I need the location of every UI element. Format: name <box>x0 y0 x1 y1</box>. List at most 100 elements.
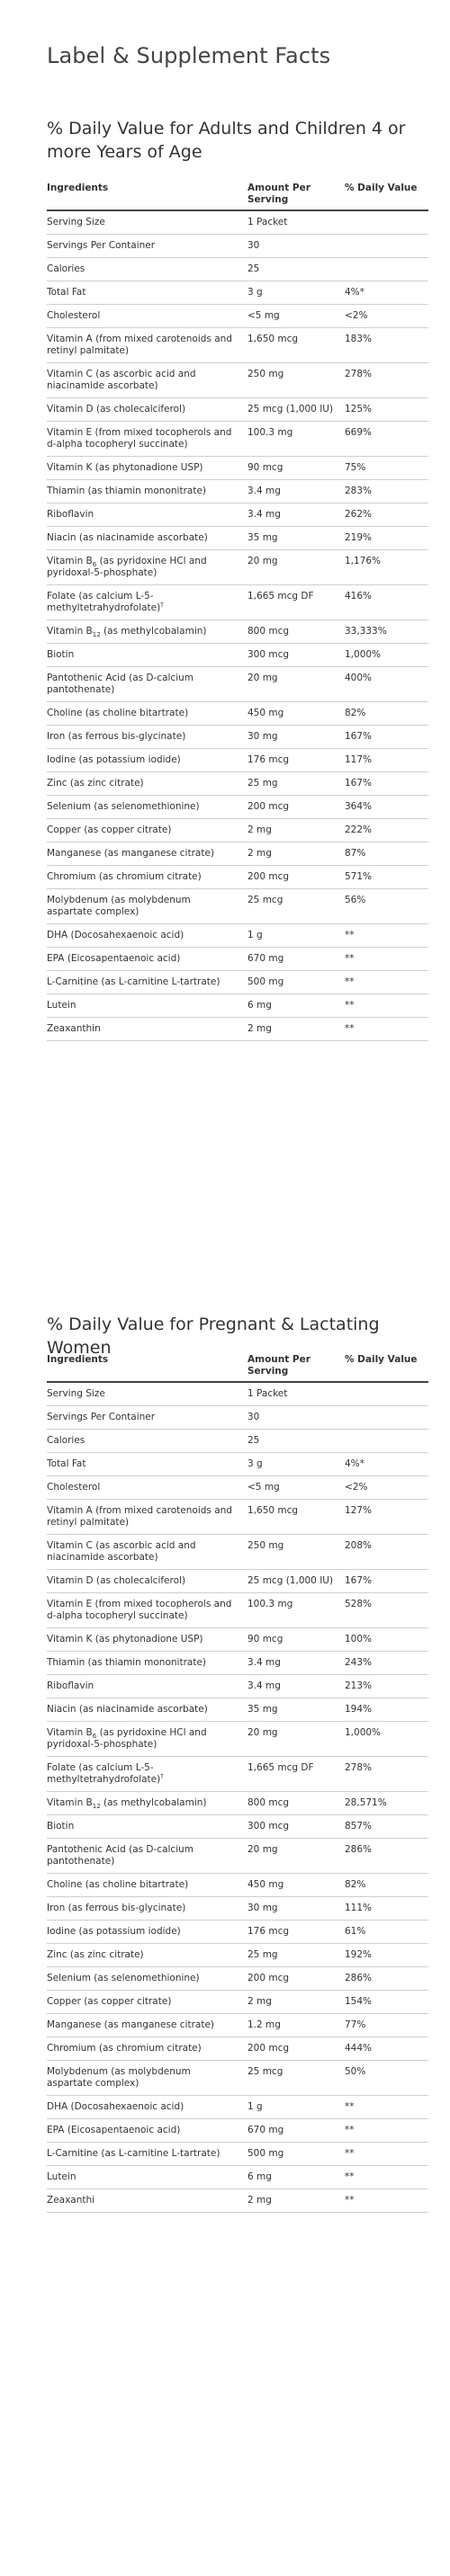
daily-value: 87% <box>345 848 366 859</box>
ingredient-name: Pantothenic Acid (as D-calcium pantothen… <box>47 1844 194 1867</box>
ingredient-name: L-Carnitine (as L-carnitine L-tartrate) <box>47 976 220 987</box>
amount-per-serving: 20 mg <box>248 556 278 566</box>
table-row: Iron (as ferrous bis-glycinate) 30 mg 111% <box>47 1897 428 1921</box>
table-row: L-Carnitine (as L-carnitine L-tartrate) 5… <box>47 2143 428 2166</box>
daily-value: 364% <box>345 801 373 812</box>
ingredient-name: DHA (Docosahexaenoic acid) <box>47 2101 184 2112</box>
table-row: Choline (as choline bitartrate) 450 mg 82% <box>47 702 428 726</box>
amount-per-serving: 1 Packet <box>248 1388 288 1399</box>
daily-value: 192% <box>345 1949 373 1960</box>
amount-per-serving: 30 <box>248 1412 260 1422</box>
amount-per-serving: 25 mcg <box>248 2066 284 2077</box>
amount-per-serving: 100.3 mg <box>248 427 293 438</box>
ingredient-name: Vitamin B12 (as methylcobalamin) <box>47 626 207 639</box>
amount-per-serving: 500 mg <box>248 976 284 987</box>
ingredient-name: DHA (Docosahexaenoic acid) <box>47 930 184 940</box>
daily-value <box>345 1383 426 1394</box>
table-row: Pantothenic Acid (as D-calcium pantothen… <box>47 1839 428 1874</box>
header-ingredients: Ingredients <box>47 1354 109 1365</box>
amount-per-serving: 25 mcg (1,000 IU) <box>248 404 334 414</box>
ingredient-name: Iron (as ferrous bis-glycinate) <box>47 731 186 742</box>
table-row: Servings Per Container 30 <box>47 1406 428 1430</box>
daily-value: ** <box>345 976 355 987</box>
table-row: Vitamin K (as phytonadione USP) 90 mcg 100… <box>47 1628 428 1652</box>
ingredient-name: Total Fat <box>47 287 86 298</box>
table-row: Vitamin C (as ascorbic acid and niacinam… <box>47 363 428 398</box>
table-row: Vitamin A (from mixed carotenoids and re… <box>47 1500 428 1535</box>
daily-value: 1,000% <box>345 649 382 660</box>
table-row: Niacin (as niacinamide ascorbate) 35 mg 21… <box>47 527 428 550</box>
table-row: Manganese (as manganese citrate) 2 mg 87% <box>47 842 428 866</box>
ingredient-name: Total Fat <box>47 1458 86 1469</box>
ingredient-name: Vitamin K (as phytonadione USP) <box>47 462 203 473</box>
amount-per-serving: 450 mg <box>248 708 284 718</box>
daily-value: 50% <box>345 2066 366 2077</box>
amount-per-serving: 200 mcg <box>248 871 290 882</box>
daily-value: 444% <box>345 2043 373 2054</box>
amount-per-serving: 1,650 mcg <box>248 334 299 344</box>
table-row: Iodine (as potassium iodide) 176 mcg 61% <box>47 1921 428 1944</box>
daily-value: 33,333% <box>345 626 387 637</box>
table-row: Folate (as calcium L-5-methyltetrahydrof… <box>47 1757 428 1792</box>
amount-per-serving: 100.3 mg <box>248 1599 293 1609</box>
amount-per-serving: 200 mcg <box>248 801 290 812</box>
table-row: Vitamin D (as cholecalciferol) 25 mcg (1,… <box>47 1570 428 1593</box>
amount-per-serving: 176 mcg <box>248 754 290 765</box>
pregnant-supplement-table: Ingredients Amount Per Serving % Daily V… <box>47 1354 428 2213</box>
daily-value: ** <box>345 2148 355 2159</box>
ingredient-name: Manganese (as manganese citrate) <box>47 2019 215 2030</box>
ingredient-name: Vitamin A (from mixed carotenoids and re… <box>47 334 232 356</box>
ingredient-name: Thiamin (as thiamin mononitrate) <box>47 486 207 496</box>
table-row: Zeaxanthi 2 mg ** <box>47 2189 428 2213</box>
ingredient-name: Vitamin A (from mixed carotenoids and re… <box>47 1505 232 1528</box>
daily-value: ** <box>345 953 355 964</box>
daily-value: 82% <box>345 708 366 718</box>
table-row: DHA (Docosahexaenoic acid) 1 g ** <box>47 2096 428 2119</box>
daily-value: 416% <box>345 591 373 602</box>
table-row: Selenium (as selenomethionine) 200 mcg 286… <box>47 1967 428 1991</box>
daily-value: 1,176% <box>345 556 382 566</box>
daily-value: 286% <box>345 1973 373 1983</box>
daily-value: 243% <box>345 1657 373 1668</box>
daily-value: ** <box>345 2101 355 2112</box>
ingredient-name: Folate (as calcium L-5-methyltetrahydrof… <box>47 591 164 613</box>
daily-value: <2% <box>345 310 368 321</box>
daily-value <box>345 1430 426 1440</box>
daily-value: 111% <box>345 1903 373 1913</box>
table-row: Thiamin (as thiamin mononitrate) 3.4 mg 28… <box>47 480 428 504</box>
daily-value: 571% <box>345 871 373 882</box>
amount-per-serving: 90 mcg <box>248 1634 284 1645</box>
table-row: Biotin 300 mcg 857% <box>47 1815 428 1839</box>
adults-table-title: % Daily Value for Adults and Children 4 … <box>47 119 406 162</box>
amount-per-serving: 300 mcg <box>248 649 290 660</box>
amount-per-serving: 1.2 mg <box>248 2019 281 2030</box>
ingredient-name: Lutein <box>47 2171 76 2182</box>
ingredient-name: Vitamin E (from mixed tocopherols and d-… <box>47 427 232 450</box>
table-row: DHA (Docosahexaenoic acid) 1 g ** <box>47 924 428 948</box>
daily-value: 528% <box>345 1599 373 1609</box>
ingredient-name: Zeaxanthi <box>47 2195 95 2206</box>
amount-per-serving: 6 mg <box>248 2171 272 2182</box>
amount-per-serving: 1 Packet <box>248 217 288 227</box>
ingredient-name: Biotin <box>47 649 75 660</box>
table-row: Molybdenum (as molybdenum aspartate comp… <box>47 889 428 924</box>
amount-per-serving: 20 mg <box>248 673 278 683</box>
amount-per-serving: 25 <box>248 1435 260 1446</box>
ingredient-name: Choline (as choline bitartrate) <box>47 708 189 718</box>
table-row: Total Fat 3 g 4%* <box>47 1453 428 1476</box>
daily-value: 125% <box>345 404 373 414</box>
ingredient-name: Thiamin (as thiamin mononitrate) <box>47 1657 207 1668</box>
amount-per-serving: 3 g <box>248 287 263 298</box>
amount-per-serving: 20 mg <box>248 1844 278 1855</box>
table-row: Pantothenic Acid (as D-calcium pantothen… <box>47 667 428 702</box>
daily-value <box>345 235 426 245</box>
table-header: Ingredients Amount Per Serving % Daily V… <box>47 183 428 211</box>
ingredient-name: Vitamin B6 (as pyridoxine HCl and pyrido… <box>47 1727 207 1750</box>
amount-per-serving: 25 mg <box>248 778 278 789</box>
daily-value: ** <box>345 2171 355 2182</box>
ingredient-name: Selenium (as selenomethionine) <box>47 1973 200 1983</box>
table-row: Servings Per Container 30 <box>47 235 428 258</box>
ingredient-name: Zinc (as zinc citrate) <box>47 778 144 789</box>
table-row: Zinc (as zinc citrate) 25 mg 167% <box>47 772 428 796</box>
